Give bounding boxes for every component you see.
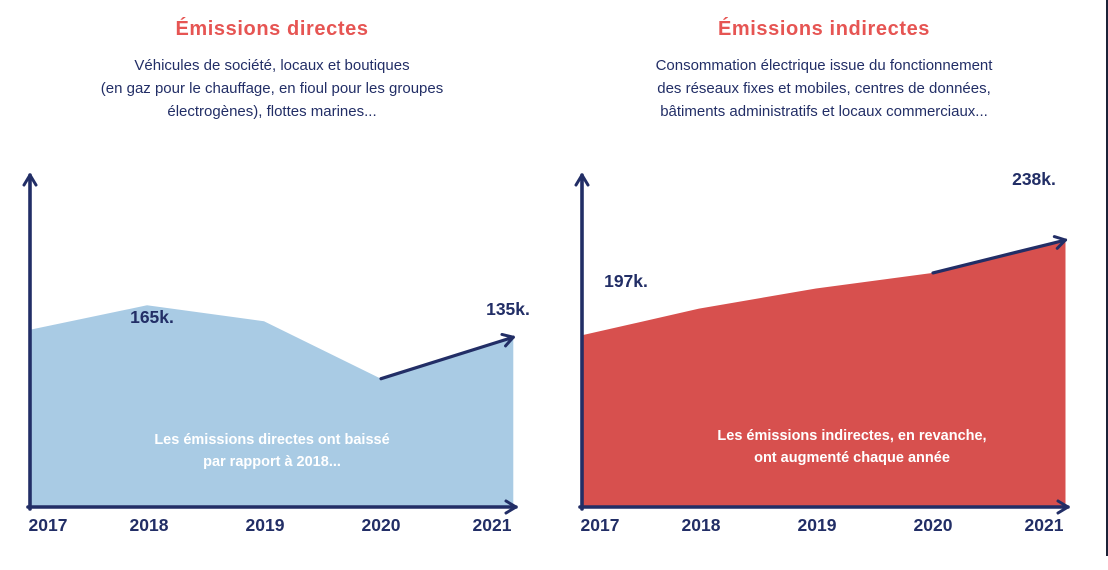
data-label-direct-2021: 135k. <box>486 299 530 319</box>
direct-emissions-chart: 165k. 135k. Les émissions directes ont b… <box>2 157 542 557</box>
page-edge-line <box>1106 0 1108 556</box>
caption-line: par rapport à 2018... <box>203 454 341 470</box>
indirect-emissions-area-chart-svg <box>574 173 1070 515</box>
subtitle-line: des réseaux fixes et mobiles, centres de… <box>657 80 991 97</box>
x-axis-label-2020: 2020 <box>361 515 401 535</box>
x-axis-label-2021: 2021 <box>1024 515 1064 535</box>
subtitle-line: (en gaz pour le chauffage, en fioul pour… <box>100 80 444 97</box>
indirect-emissions-subtitle: Consommation électrique issue du fonctio… <box>554 54 1094 123</box>
caption-line: Les émissions indirectes, en revanche, <box>717 428 987 444</box>
x-axis-label-2017: 2017 <box>28 515 68 535</box>
indirect-emissions-chart: 197k. 238k. Les émissions indirectes, en… <box>554 157 1094 557</box>
indirect-emissions-panel: Émissions indirectes Consommation électr… <box>554 0 1094 570</box>
x-axis-label-2020: 2020 <box>913 515 953 535</box>
subtitle-line: Consommation électrique issue du fonctio… <box>655 57 993 74</box>
data-label-indirect-2017: 197k. <box>604 271 648 291</box>
direct-emissions-panel: Émissions directes Véhicules de société,… <box>2 0 542 570</box>
x-axis-label-2019: 2019 <box>797 515 837 535</box>
indirect-emissions-title: Émissions indirectes <box>717 18 931 40</box>
data-label-indirect-2021: 238k. <box>1012 169 1056 189</box>
indirect-emissions-caption: Les émissions indirectes, en revanche, o… <box>642 425 1062 469</box>
x-axis-label-2019: 2019 <box>245 515 285 535</box>
data-label-direct-2018: 165k. <box>130 307 174 327</box>
direct-emissions-subtitle: Véhicules de société, locaux et boutique… <box>2 54 542 123</box>
x-axis-label-2018: 2018 <box>129 515 169 535</box>
x-axis-label-2018: 2018 <box>681 515 721 535</box>
x-axis-label-2021: 2021 <box>472 515 512 535</box>
direct-x-axis-labels: 2017 2018 2019 2020 2021 <box>2 515 542 543</box>
caption-line: Les émissions directes ont baissé <box>154 432 390 448</box>
subtitle-line: Véhicules de société, locaux et boutique… <box>134 57 410 74</box>
subtitle-line: bâtiments administratifs et locaux comme… <box>660 103 988 120</box>
caption-line: ont augmenté chaque année <box>754 450 950 466</box>
x-axis-label-2017: 2017 <box>580 515 620 535</box>
direct-emissions-title: Émissions directes <box>175 18 369 40</box>
indirect-x-axis-labels: 2017 2018 2019 2020 2021 <box>554 515 1094 543</box>
direct-emissions-area-chart-svg <box>22 173 518 515</box>
subtitle-line: électrogènes), flottes marines... <box>167 103 377 120</box>
direct-emissions-caption: Les émissions directes ont baissé par ra… <box>72 429 472 473</box>
